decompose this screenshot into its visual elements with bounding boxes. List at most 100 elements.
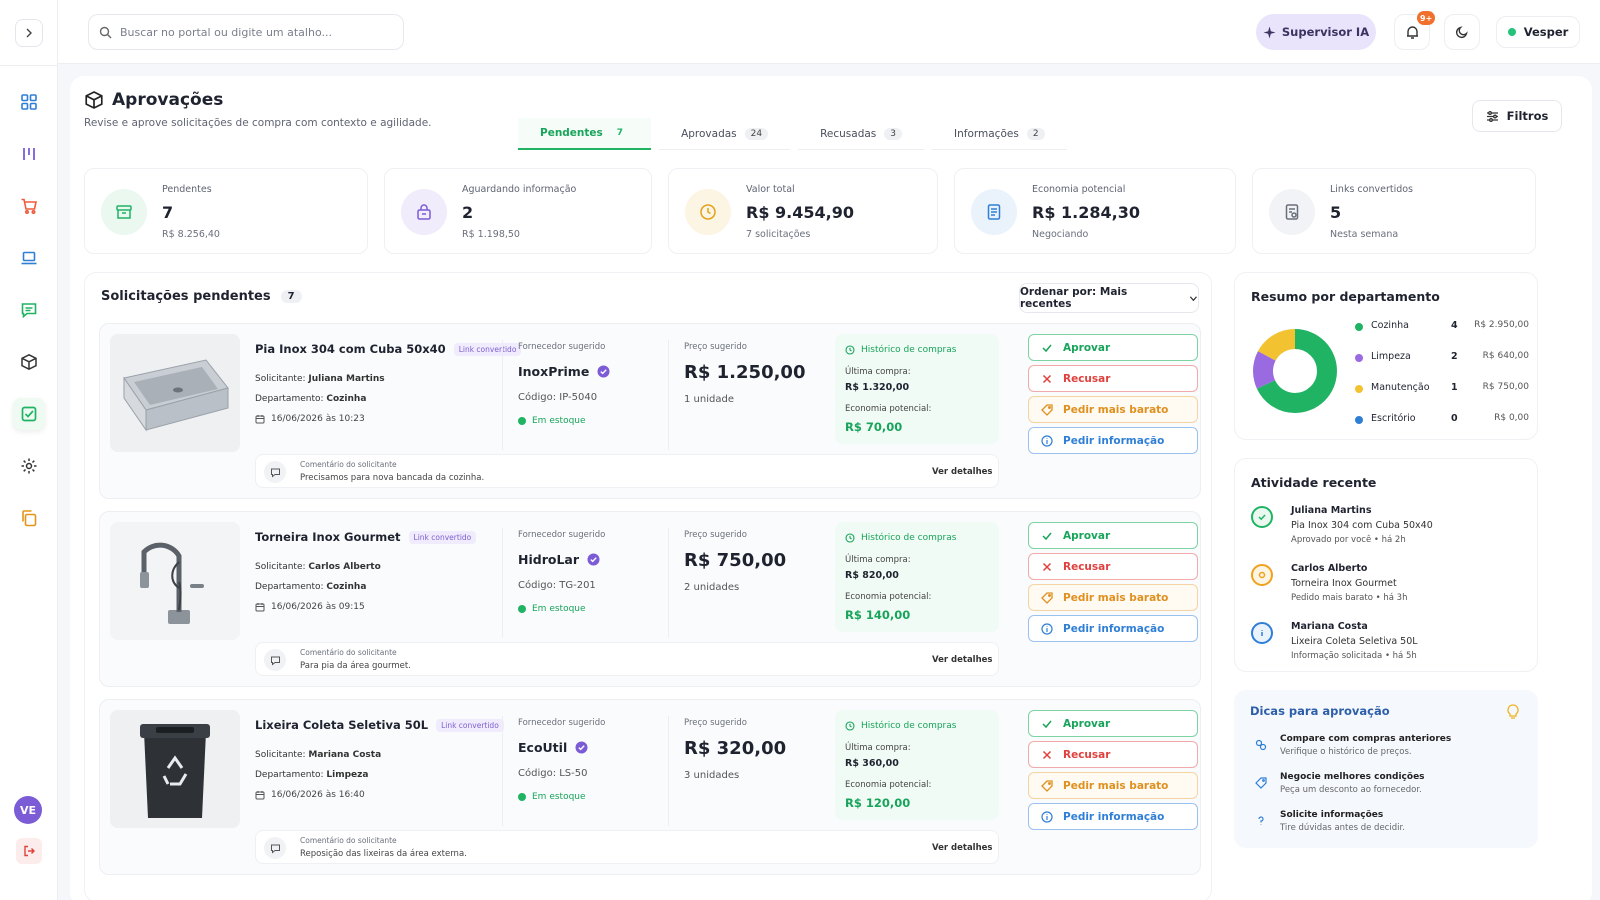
tab-recusadas[interactable]: Recusadas 3 bbox=[798, 118, 925, 150]
comment-icon bbox=[264, 837, 286, 859]
department-name: Cozinha bbox=[326, 582, 367, 592]
main-content: Aprovações Revise e aprove solicitações … bbox=[70, 76, 1592, 900]
stat-label: Valor total bbox=[746, 184, 795, 195]
donut-slice-manutenção bbox=[1253, 329, 1337, 413]
ask-info-button[interactable]: Pedir informação bbox=[1028, 427, 1198, 454]
notifications-button[interactable]: 9+ bbox=[1394, 11, 1436, 50]
search-input[interactable] bbox=[120, 25, 390, 39]
stat-sub: Nesta semana bbox=[1330, 229, 1399, 240]
activity-time: há 3h bbox=[1383, 593, 1408, 603]
purchase-history-box: Histórico de compras Última compra: R$ 1… bbox=[835, 334, 999, 444]
supplier-name-row: EcoUtil bbox=[518, 740, 588, 755]
check-square-icon bbox=[21, 406, 37, 422]
lightbulb-icon bbox=[1507, 704, 1519, 719]
ask-info-button[interactable]: Pedir informação bbox=[1028, 803, 1198, 830]
sidebar-item-settings[interactable] bbox=[13, 450, 45, 482]
activity-status: Aprovado por você • há 2h bbox=[1291, 535, 1406, 545]
requester-name: Juliana Martins bbox=[308, 374, 385, 384]
search-box[interactable] bbox=[88, 14, 404, 50]
approve-label: Aprovar bbox=[1063, 341, 1111, 354]
purchase-history-box: Histórico de compras Última compra: R$ 3… bbox=[835, 710, 999, 820]
quantity: 1 unidade bbox=[684, 394, 734, 405]
bell-icon bbox=[1406, 25, 1418, 39]
ask-cheaper-button[interactable]: Pedir mais barato bbox=[1028, 396, 1198, 423]
sidebar-item-dashboard[interactable] bbox=[13, 86, 45, 118]
logout-button[interactable] bbox=[16, 838, 42, 864]
tip-title: Compare com compras anteriores bbox=[1280, 734, 1452, 744]
history-title: Histórico de compras bbox=[845, 721, 956, 731]
sort-dropdown[interactable]: Ordenar por: Mais recentes bbox=[1019, 283, 1199, 313]
view-details-link[interactable]: Ver detalhes bbox=[932, 655, 993, 665]
avatar[interactable]: VE bbox=[14, 796, 42, 824]
legend-item-cozinha: Cozinha 4 R$ 2.950,00 bbox=[1355, 319, 1529, 335]
cart-icon bbox=[21, 198, 37, 215]
activity-status-text: Informação solicitada bbox=[1291, 651, 1383, 661]
history-title: Histórico de compras bbox=[845, 533, 956, 543]
approve-button[interactable]: Aprovar bbox=[1028, 334, 1198, 361]
filters-button[interactable]: Filtros bbox=[1472, 100, 1562, 132]
reject-button[interactable]: Recusar bbox=[1028, 365, 1198, 392]
ask-cheaper-button[interactable]: Pedir mais barato bbox=[1028, 584, 1198, 611]
sidebar-toggle-button[interactable] bbox=[15, 19, 43, 47]
tab-count: 2 bbox=[1026, 127, 1045, 140]
approve-button[interactable]: Aprovar bbox=[1028, 522, 1198, 549]
sidebar-item-devices[interactable] bbox=[13, 242, 45, 274]
page-subtitle: Revise e aprove solicitações de compra c… bbox=[84, 117, 432, 129]
sidebar-item-documents[interactable] bbox=[13, 502, 45, 534]
ask-info-button[interactable]: Pedir informação bbox=[1028, 615, 1198, 642]
theme-toggle-button[interactable] bbox=[1444, 14, 1480, 50]
legend-name: Manutenção bbox=[1371, 382, 1430, 393]
sidebar-item-products[interactable] bbox=[13, 346, 45, 378]
savings-value: R$ 70,00 bbox=[845, 420, 903, 434]
department-summary-panel: Resumo por departamento Cozinha 4 R$ 2.9… bbox=[1234, 272, 1538, 440]
user-menu[interactable]: Vesper bbox=[1496, 16, 1580, 48]
supplier-name: InoxPrime bbox=[518, 364, 590, 379]
stat-value: 2 bbox=[462, 203, 474, 222]
view-details-link[interactable]: Ver detalhes bbox=[932, 467, 993, 477]
reject-label: Recusar bbox=[1063, 748, 1111, 761]
link-converted-tag: Link convertido bbox=[408, 530, 477, 544]
stat-card-pendentes: Pendentes 7 R$ 8.256,40 bbox=[84, 168, 368, 254]
stat-label: Aguardando informação bbox=[462, 184, 577, 195]
product-image bbox=[110, 334, 240, 452]
department-row: Departamento: Cozinha bbox=[255, 394, 366, 404]
tab-informacoes[interactable]: Informações 2 bbox=[932, 118, 1067, 150]
reject-button[interactable]: Recusar bbox=[1028, 741, 1198, 768]
check-icon bbox=[1042, 720, 1052, 728]
view-details-link[interactable]: Ver detalhes bbox=[932, 843, 993, 853]
legend-value: R$ 750,00 bbox=[1482, 382, 1529, 392]
legend-item-escritorio: Escritório 0 R$ 0,00 bbox=[1355, 412, 1529, 428]
legend-dot bbox=[1355, 385, 1363, 393]
comment-icon bbox=[264, 461, 286, 483]
supplier-code: Código: LS-50 bbox=[518, 768, 588, 779]
product-name-row: Torneira Inox Gourmet Link convertido bbox=[255, 530, 477, 544]
sidebar-item-approvals[interactable] bbox=[13, 398, 45, 430]
comment-text: Precisamos para nova bancada da cozinha. bbox=[300, 473, 485, 483]
approve-button[interactable]: Aprovar bbox=[1028, 710, 1198, 737]
sidebar-item-reports[interactable] bbox=[13, 138, 45, 170]
chat-icon bbox=[21, 303, 37, 319]
verified-badge-icon bbox=[575, 741, 588, 754]
sidebar-item-purchases[interactable] bbox=[13, 190, 45, 222]
tag-icon bbox=[1041, 403, 1053, 416]
supervisor-ia-button[interactable]: Supervisor IA bbox=[1256, 14, 1376, 50]
tab-label: Pendentes bbox=[540, 127, 603, 139]
legend-value: R$ 2.950,00 bbox=[1474, 320, 1529, 330]
donut-slice-limpeza bbox=[1253, 329, 1337, 413]
legend-item-limpeza: Limpeza 2 R$ 640,00 bbox=[1355, 350, 1529, 366]
product-name: Lixeira Coleta Seletiva 50L bbox=[255, 718, 429, 732]
history-title-text: Histórico de compras bbox=[861, 345, 957, 355]
ask-info-label: Pedir informação bbox=[1063, 622, 1165, 635]
list-title: Solicitações pendentes 7 bbox=[101, 289, 302, 304]
sidebar-item-messages[interactable] bbox=[13, 294, 45, 326]
product-name: Pia Inox 304 com Cuba 50x40 bbox=[255, 342, 446, 356]
tab-aprovadas[interactable]: Aprovadas 24 bbox=[659, 118, 791, 150]
quantity: 3 unidades bbox=[684, 770, 740, 781]
tab-pendentes[interactable]: Pendentes 7 bbox=[518, 118, 652, 150]
reject-button[interactable]: Recusar bbox=[1028, 553, 1198, 580]
request-date: 16/06/2026 às 09:15 bbox=[255, 602, 365, 612]
ask-cheaper-button[interactable]: Pedir mais barato bbox=[1028, 772, 1198, 799]
department-label: Departamento: bbox=[255, 770, 324, 780]
activity-name: Juliana Martins bbox=[1291, 505, 1372, 516]
stat-value: R$ 1.284,30 bbox=[1032, 203, 1140, 222]
